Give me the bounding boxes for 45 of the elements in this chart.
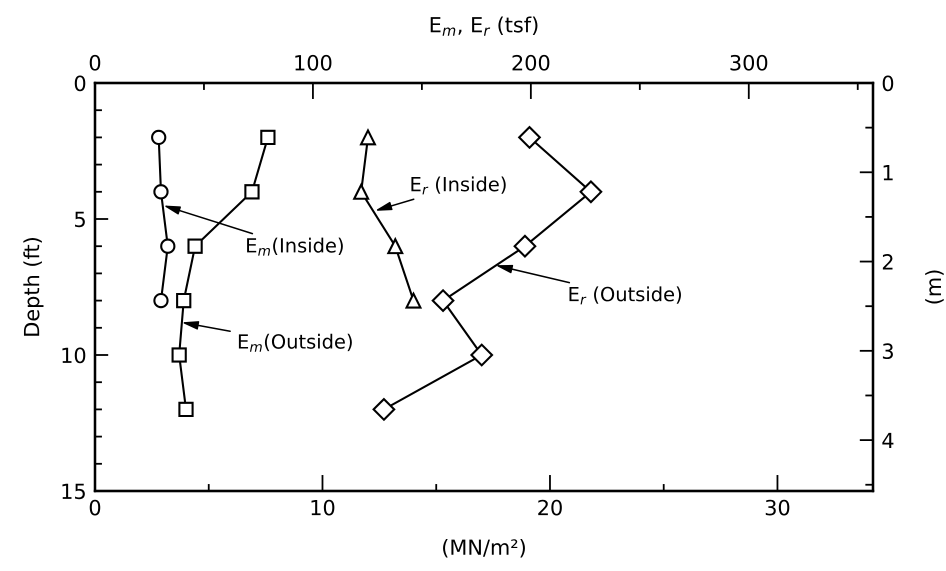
point <box>153 184 169 200</box>
x-axis-title: (MN/m²) <box>443 538 525 558</box>
y2-tick-label: 3 <box>882 343 893 360</box>
y2-axis-title: (m) <box>925 270 944 304</box>
annotation: E$_{r}$ (Inside) <box>411 176 506 194</box>
point <box>580 180 602 204</box>
y-tick-label: 15 <box>62 484 85 500</box>
point <box>387 238 404 254</box>
point <box>518 126 541 149</box>
annotation: E$_{m}$(Inside) <box>247 238 343 256</box>
x-tick-label: 30 <box>766 500 790 516</box>
point <box>244 184 260 200</box>
x-tick-label: 20 <box>538 500 562 516</box>
x-tick-label: 10 <box>312 500 334 516</box>
point <box>432 289 454 312</box>
x2-tick-label: 0 <box>90 54 100 71</box>
y-tick-label: 0 <box>74 75 86 92</box>
annotation: E$_{m}$(Outside) <box>238 334 352 352</box>
y2-tick-label: 4 <box>882 432 894 448</box>
y2-tick-label: 0 <box>882 75 894 92</box>
x2-tick-label: 100 <box>295 54 332 71</box>
y2-tick-label: 1 <box>884 165 893 180</box>
point <box>172 347 187 363</box>
y2-tick-label: 2 <box>882 254 892 270</box>
x2-tick-label: 200 <box>512 54 550 71</box>
point <box>405 292 422 309</box>
y-tick-label: 10 <box>62 347 86 364</box>
x2-tick-label: 300 <box>730 54 768 71</box>
x-tick-label: 0 <box>90 500 100 516</box>
point <box>514 234 536 258</box>
point <box>360 129 376 146</box>
point <box>353 184 370 200</box>
point <box>260 130 276 146</box>
point <box>372 398 396 421</box>
point <box>178 402 194 418</box>
point <box>151 130 166 146</box>
point <box>176 292 192 308</box>
x2-axis-title: E$_{m}$, E$_{r}$ (tsf) <box>430 16 538 36</box>
point <box>187 238 203 254</box>
point <box>160 238 176 254</box>
y-tick-label: 5 <box>75 212 85 228</box>
y-axis-title: Depth (ft) <box>23 238 44 336</box>
annotation: E$_{r}$ (Outside) <box>570 286 681 304</box>
point <box>470 344 494 366</box>
point <box>153 292 169 308</box>
